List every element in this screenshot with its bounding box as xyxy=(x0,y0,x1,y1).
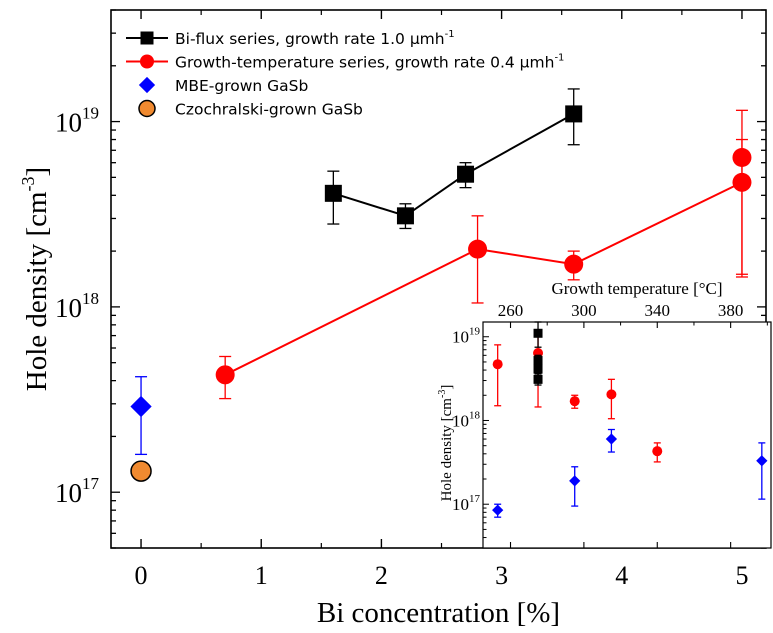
series-line-bi xyxy=(333,113,575,217)
inset-y-axis-label: Hole density [cm-3] xyxy=(437,385,455,502)
x-tick-label: 3 xyxy=(495,561,508,590)
data-point-cz xyxy=(130,460,152,482)
inset-data-point-gt xyxy=(492,359,503,370)
inset-data-point-gt xyxy=(652,446,663,457)
y-tick-label: 1018 xyxy=(55,289,99,323)
legend-label-bi: Bi-flux series, growth rate 1.0 μmh-1 xyxy=(175,29,455,48)
inset-data-point-mbe xyxy=(569,475,581,487)
legend-marker-mbe xyxy=(138,76,156,94)
data-point-gt xyxy=(215,365,235,385)
inset-series-mbe xyxy=(492,428,768,518)
main-plot: 0 1 2 3 4 5 1017 1018 1019 Bi concentration [%] Ho… xyxy=(18,9,767,629)
legend-label-mbe: MBE-grown GaSb xyxy=(175,77,308,95)
inset-data-point-bi xyxy=(533,356,543,366)
data-point-bi xyxy=(324,184,342,202)
y-axis-label: Hole density [cm-3] xyxy=(18,167,53,391)
y-tick-label: 1017 xyxy=(55,474,100,508)
y-tick-label: 1019 xyxy=(55,104,99,138)
series-cz xyxy=(130,460,152,482)
data-point-bi xyxy=(457,165,475,183)
series-mbe xyxy=(130,376,152,456)
inset-y-tick-label: 1018 xyxy=(452,409,481,430)
main-plot-frame xyxy=(110,9,767,549)
x-tick-label: 1 xyxy=(255,561,268,590)
data-point-bi xyxy=(396,207,414,225)
inset-x-tick-label: 300 xyxy=(571,301,597,320)
series-line-gt xyxy=(224,181,743,376)
data-point-gt xyxy=(564,254,584,274)
inset-x-tick-label: 340 xyxy=(645,301,671,320)
x-axis-label: Bi concentration [%] xyxy=(317,597,560,629)
legend: Bi-flux series, growth rate 1.0 μmh-1 Gro… xyxy=(126,29,564,119)
data-point-gt xyxy=(732,147,752,167)
inset-x-tick-label: 380 xyxy=(718,301,744,320)
series-gt xyxy=(215,109,752,400)
x-tick-label: 4 xyxy=(615,561,628,590)
inset-plot: 260 300 340 380 Growth temperature [°C] 1017 1… xyxy=(437,279,772,549)
inset-x-tick-label: 260 xyxy=(498,301,524,320)
inset-series-bi xyxy=(533,321,543,386)
data-point-mbe xyxy=(130,395,152,418)
legend-marker-cz xyxy=(138,99,156,118)
inset-data-point-bi xyxy=(533,364,543,374)
inset-data-point-mbe xyxy=(605,433,618,445)
inset-y-tick-label: 1017 xyxy=(452,493,481,514)
legend-label-gt: Growth-temperature series, growth rate 0… xyxy=(175,53,564,72)
inset-x-axis-label: Growth temperature [°C] xyxy=(551,279,722,298)
inset-plot-frame xyxy=(482,321,772,549)
inset-data-point-bi xyxy=(533,328,543,338)
x-tick-label: 5 xyxy=(735,561,748,590)
data-point-gt xyxy=(468,239,488,259)
inset-data-point-mbe xyxy=(756,455,768,467)
legend-marker-bi xyxy=(140,31,154,45)
inset-data-point-gt xyxy=(569,396,580,407)
inset-y-tick-label: 1019 xyxy=(452,326,481,347)
legend-marker-gt xyxy=(140,54,154,69)
inset-data-point-mbe xyxy=(492,504,504,516)
data-point-bi xyxy=(565,105,583,123)
inset-data-point-gt xyxy=(606,389,617,400)
legend-label-cz: Czochralski-grown GaSb xyxy=(175,101,363,119)
series-bi xyxy=(324,88,583,230)
x-tick-label: 0 xyxy=(135,561,148,590)
x-tick-label: 2 xyxy=(375,561,388,590)
inset-data-point-bi xyxy=(533,374,543,384)
data-point-gt xyxy=(732,172,752,192)
